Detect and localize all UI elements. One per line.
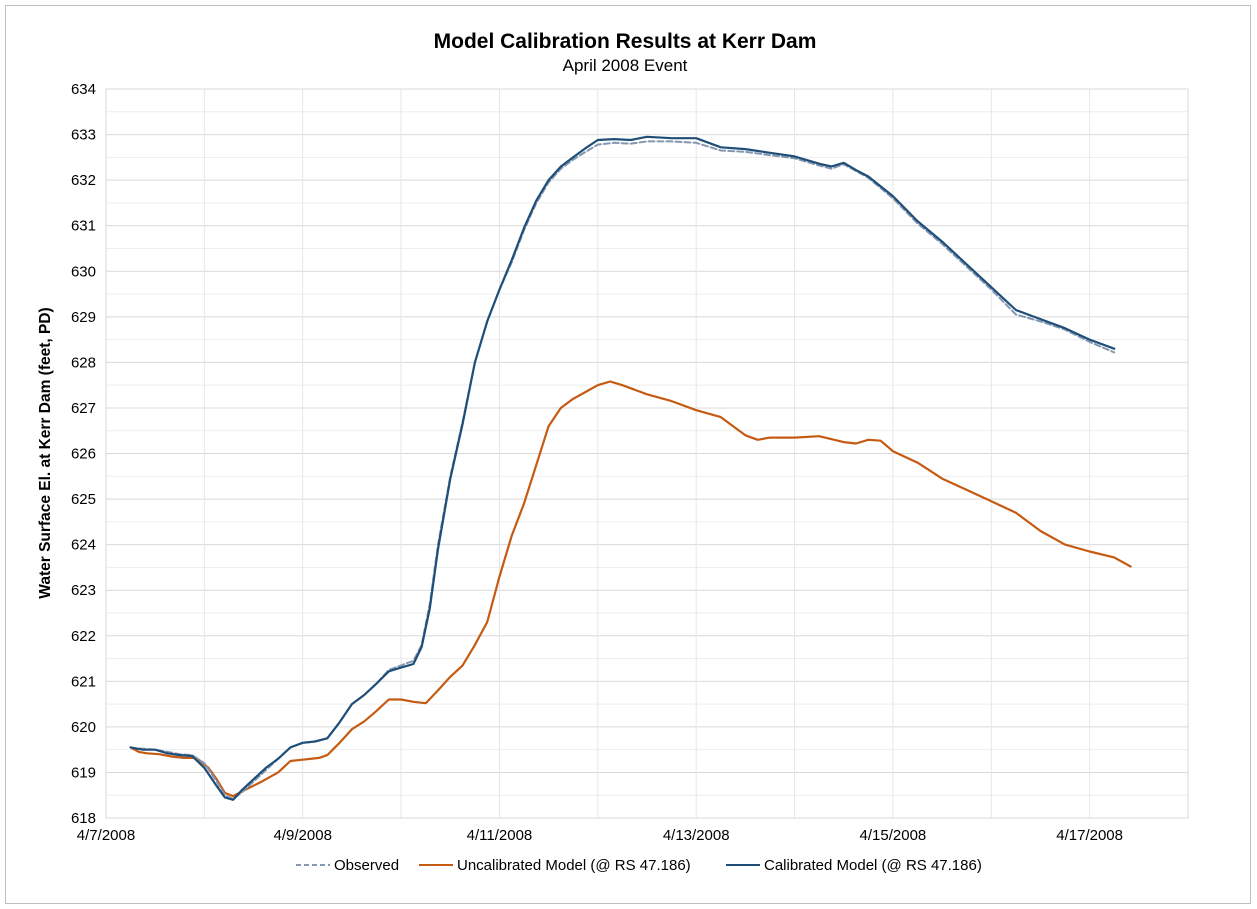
y-tick-label: 625 [71, 491, 96, 508]
y-tick-label: 624 [71, 537, 96, 554]
y-tick-label: 632 [71, 172, 96, 189]
y-tick-label: 634 [71, 81, 96, 98]
x-tick-label: 4/11/2008 [467, 827, 533, 844]
series-line-1 [129, 380, 1132, 798]
y-axis-title: Water Surface El. at Kerr Dam (feet, PD) [37, 307, 54, 598]
y-tick-label: 630 [71, 263, 96, 280]
y-tick-label: 618 [71, 810, 96, 827]
series-line-2 [129, 135, 1116, 801]
y-tick-label: 620 [71, 719, 96, 736]
legend-label-2: Calibrated Model (@ RS 47.186) [764, 857, 982, 874]
legend: Observed Uncalibrated Model (@ RS 47.186)… [296, 857, 982, 874]
y-tick-label: 623 [71, 582, 96, 599]
y-tick-label: 621 [71, 673, 96, 690]
series-line-0 [129, 140, 1116, 800]
y-tick-label: 622 [71, 628, 96, 645]
y-tick-label: 628 [71, 354, 96, 371]
y-tick-label: 619 [71, 764, 96, 781]
x-tick-label: 4/7/2008 [77, 827, 135, 844]
plot-area-border [105, 88, 1189, 819]
y-tick-label: 627 [71, 400, 96, 417]
chart-subtitle: April 2008 Event [563, 56, 688, 75]
y-tick-label: 631 [71, 218, 96, 235]
x-tick-label: 4/15/2008 [860, 827, 927, 844]
x-tick-label: 4/13/2008 [663, 827, 730, 844]
x-tick-label: 4/17/2008 [1056, 827, 1123, 844]
x-axis-tick-labels: 4/7/2008 4/9/2008 4/11/2008 4/13/2008 4/15/2… [77, 827, 1123, 844]
y-tick-label: 629 [71, 309, 96, 326]
y-tick-label: 626 [71, 446, 96, 463]
y-axis-tick-labels: 618 619 620 621 622 623 624 625 626 627 628 629 630 6… [71, 81, 96, 827]
series-lines [129, 135, 1132, 801]
chart-title: Model Calibration Results at Kerr Dam [434, 30, 817, 53]
y-tick-label: 633 [71, 127, 96, 144]
chart-svg: Model Calibration Results at Kerr Dam Ap… [37, 30, 1189, 874]
gridlines [105, 88, 1189, 819]
legend-label-0: Observed [334, 857, 399, 874]
legend-label-1: Uncalibrated Model (@ RS 47.186) [457, 857, 691, 874]
chart-frame: Model Calibration Results at Kerr Dam Ap… [5, 5, 1251, 904]
x-tick-label: 4/9/2008 [274, 827, 332, 844]
